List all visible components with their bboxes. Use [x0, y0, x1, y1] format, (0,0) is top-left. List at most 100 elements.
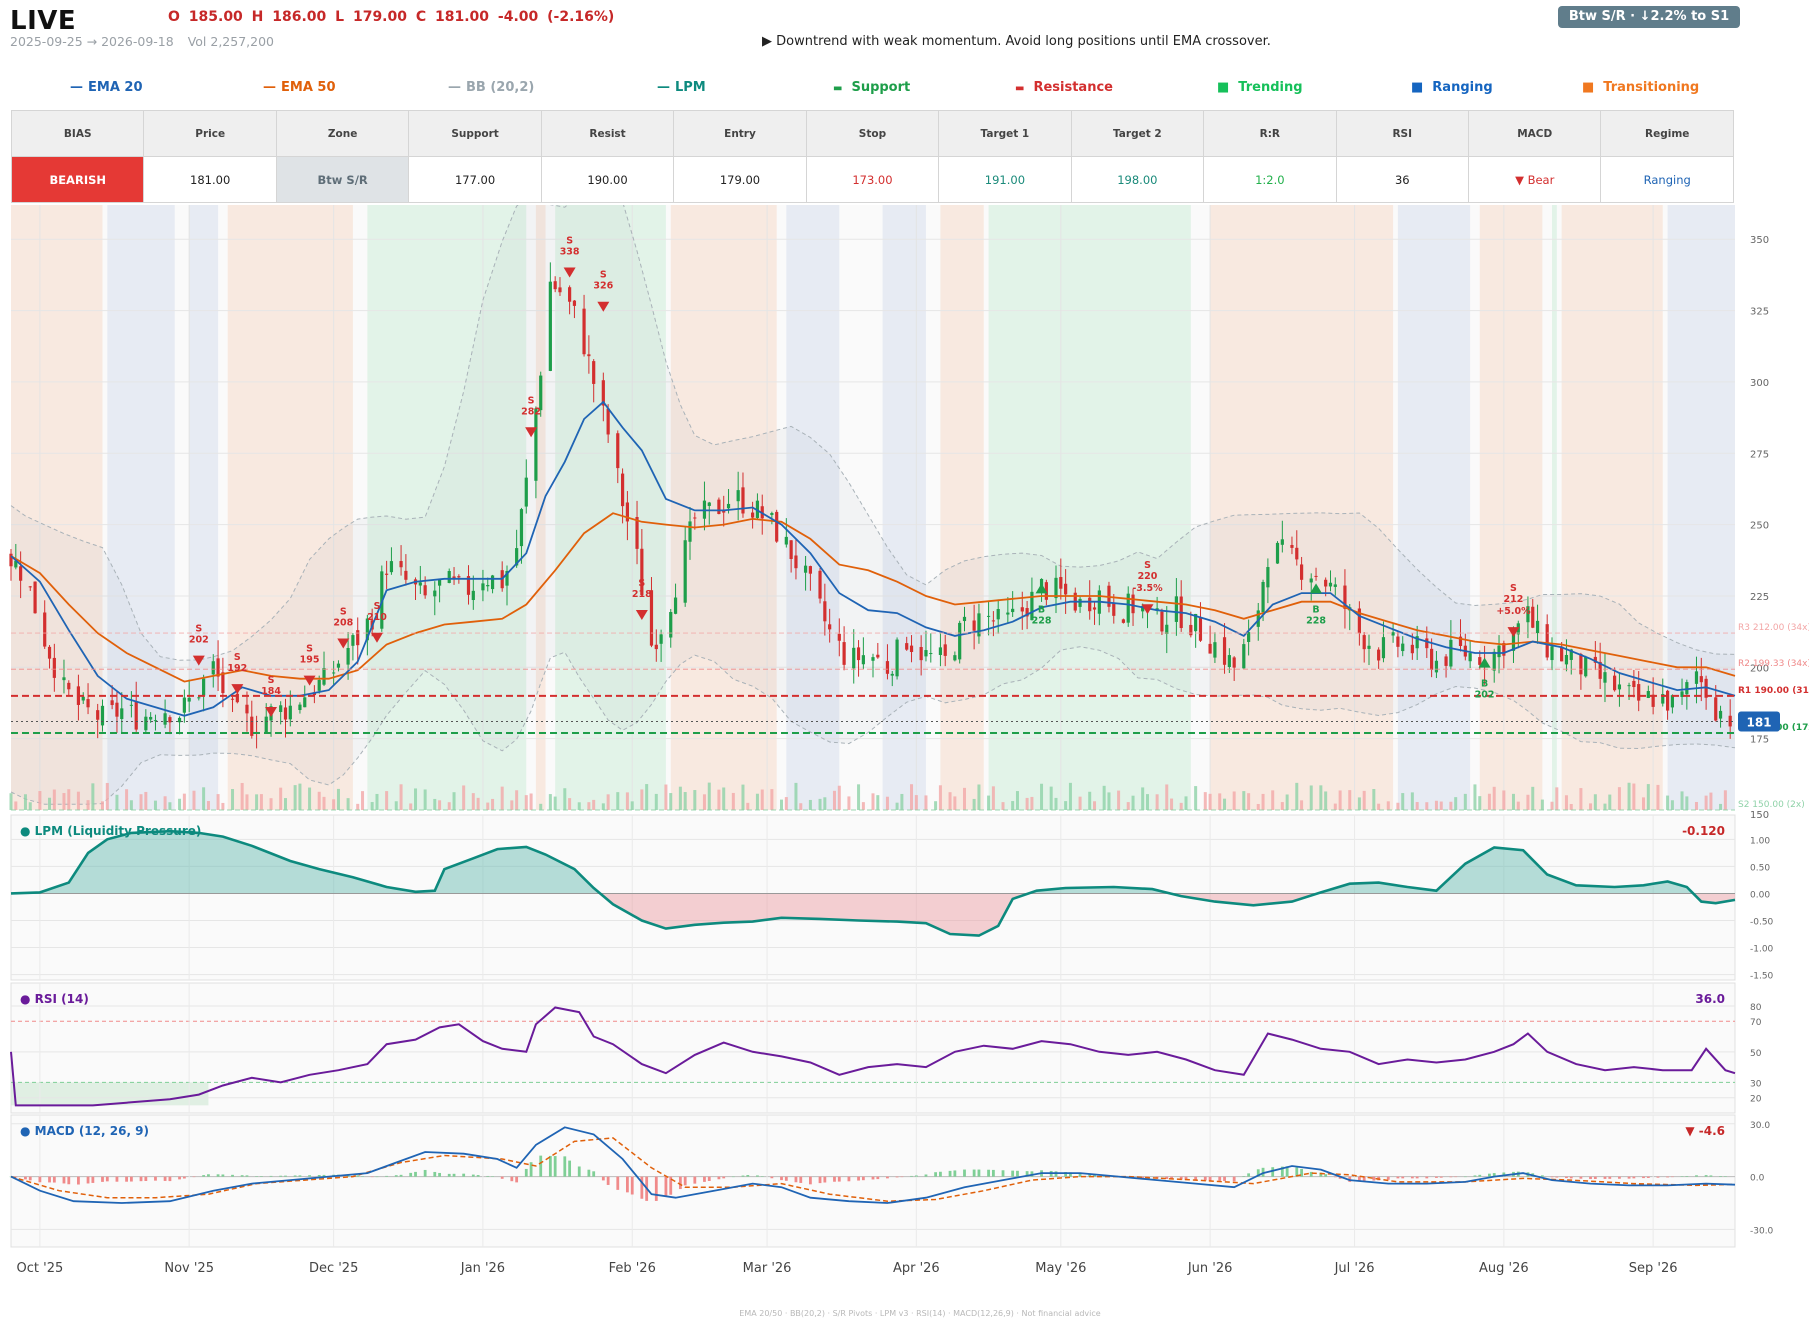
macd-histogram-bar: [1680, 1176, 1684, 1177]
macd-histogram-bar: [1704, 1175, 1708, 1177]
volume-bar: [871, 793, 875, 810]
volume-bar: [1194, 786, 1198, 810]
candle-body: [129, 704, 133, 706]
candle-body: [741, 487, 745, 514]
macd-histogram-bar: [510, 1176, 514, 1182]
volume-bar: [539, 803, 543, 810]
macd-histogram-bar: [182, 1176, 186, 1179]
volume-bar: [1040, 783, 1044, 810]
candle-body: [606, 408, 610, 435]
macd-histogram-bar: [399, 1174, 403, 1177]
price-tick-label: 275: [1750, 449, 1769, 460]
candle-body: [924, 650, 928, 657]
sell-marker-icon: [635, 609, 648, 620]
volume-bar: [423, 789, 427, 810]
signal-message: ▶ Downtrend with weak momentum. Avoid lo…: [762, 34, 1271, 49]
volume-bar: [563, 788, 567, 810]
macd-histogram-bar: [48, 1176, 51, 1183]
volume-bar: [1247, 793, 1251, 810]
candle-body: [389, 561, 394, 573]
legend-marker-icon: ■: [1582, 80, 1595, 95]
table-header-cell: Target 1: [938, 110, 1072, 157]
volume-bar: [100, 801, 104, 810]
legend-label: Support: [851, 80, 911, 95]
legend-label: Ranging: [1432, 80, 1493, 95]
macd-histogram-bar: [14, 1176, 18, 1178]
buy-marker-icon: [1478, 657, 1491, 668]
legend-label: Transitioning: [1603, 80, 1700, 95]
candle-body: [1714, 697, 1718, 721]
macd-histogram-bar: [245, 1175, 249, 1177]
signal-price-label: 282: [521, 406, 541, 417]
candle-body: [871, 657, 875, 661]
macd-histogram-bar: [500, 1176, 504, 1179]
table-value-target-1: 191.00: [938, 156, 1072, 203]
legend-marker-icon: —: [657, 80, 670, 95]
candle-body: [1054, 577, 1058, 599]
macd-histogram-bar: [192, 1176, 196, 1178]
candle-body: [1718, 710, 1723, 719]
macd-histogram-bar: [577, 1166, 581, 1177]
macd-histogram-bar: [279, 1175, 283, 1177]
candle-body: [784, 536, 788, 545]
macd-histogram-bar: [861, 1176, 865, 1181]
candle-body: [1242, 644, 1246, 669]
candle-body: [490, 575, 495, 590]
volume-bar: [885, 796, 889, 810]
macd-panel: 30.0 0.0 -30.0 ● MACD (12, 26, 9) ▼ -4.6: [9, 1114, 1774, 1248]
table-value-support: 177.00: [408, 156, 542, 203]
macd-histogram-bar: [1093, 1174, 1096, 1177]
macd-histogram-bar: [563, 1156, 567, 1177]
candle-body: [110, 700, 114, 706]
volume-bar: [491, 798, 495, 810]
volume-bar: [548, 794, 552, 810]
macd-histogram-bar: [818, 1176, 822, 1184]
volume-bar: [1155, 794, 1159, 810]
macd-histogram-bar: [221, 1174, 225, 1177]
regime-band-ranging: [786, 205, 840, 810]
candle-body: [303, 697, 307, 708]
table-header-cell: Support: [408, 110, 542, 157]
signal-type-label: B: [1312, 604, 1319, 615]
candle-body: [332, 672, 336, 674]
volume-bar: [91, 783, 95, 810]
volume-bar: [683, 792, 687, 810]
macd-histogram-bar: [163, 1176, 167, 1181]
lpm-tick-label: -1.00: [1750, 945, 1774, 955]
volume-bar: [1184, 796, 1188, 810]
candle-body: [1694, 671, 1699, 684]
macd-histogram-bar: [144, 1176, 148, 1181]
macd-histogram-bar: [293, 1175, 297, 1177]
lpm-negative-area: [11, 893, 1735, 936]
candle-body: [1545, 624, 1549, 658]
candle-body: [1227, 655, 1231, 668]
candle-body: [1011, 608, 1015, 613]
sell-marker-icon: [192, 655, 205, 666]
candle-body: [1247, 632, 1251, 642]
candle-body: [9, 553, 13, 567]
volume-bar: [592, 799, 596, 810]
signal-price-label: 338: [560, 246, 580, 257]
candle-body: [1617, 684, 1622, 690]
macd-histogram-bar: [857, 1176, 860, 1181]
sell-marker-icon: [337, 638, 350, 649]
volume-bar: [293, 785, 297, 810]
candle-body: [182, 697, 186, 713]
candle-body: [751, 512, 755, 518]
candle-body: [1396, 636, 1400, 647]
candle-body: [909, 645, 914, 652]
candle-body: [1579, 654, 1583, 675]
lpm-tick-label: 0.00: [1750, 890, 1770, 900]
candle-body: [437, 579, 442, 586]
macd-histogram-bar: [1632, 1176, 1636, 1179]
macd-histogram-bar: [1579, 1176, 1583, 1179]
volume-bar: [1088, 791, 1092, 810]
macd-histogram-bar: [895, 1176, 899, 1178]
macd-histogram-bar: [808, 1176, 812, 1185]
macd-histogram-bar: [683, 1176, 687, 1186]
candle-body: [1025, 608, 1029, 617]
volume-bar: [799, 803, 803, 810]
regime-band-transitioning: [1479, 205, 1543, 810]
macd-histogram-bar: [886, 1176, 889, 1179]
volume-bar: [1680, 791, 1684, 810]
